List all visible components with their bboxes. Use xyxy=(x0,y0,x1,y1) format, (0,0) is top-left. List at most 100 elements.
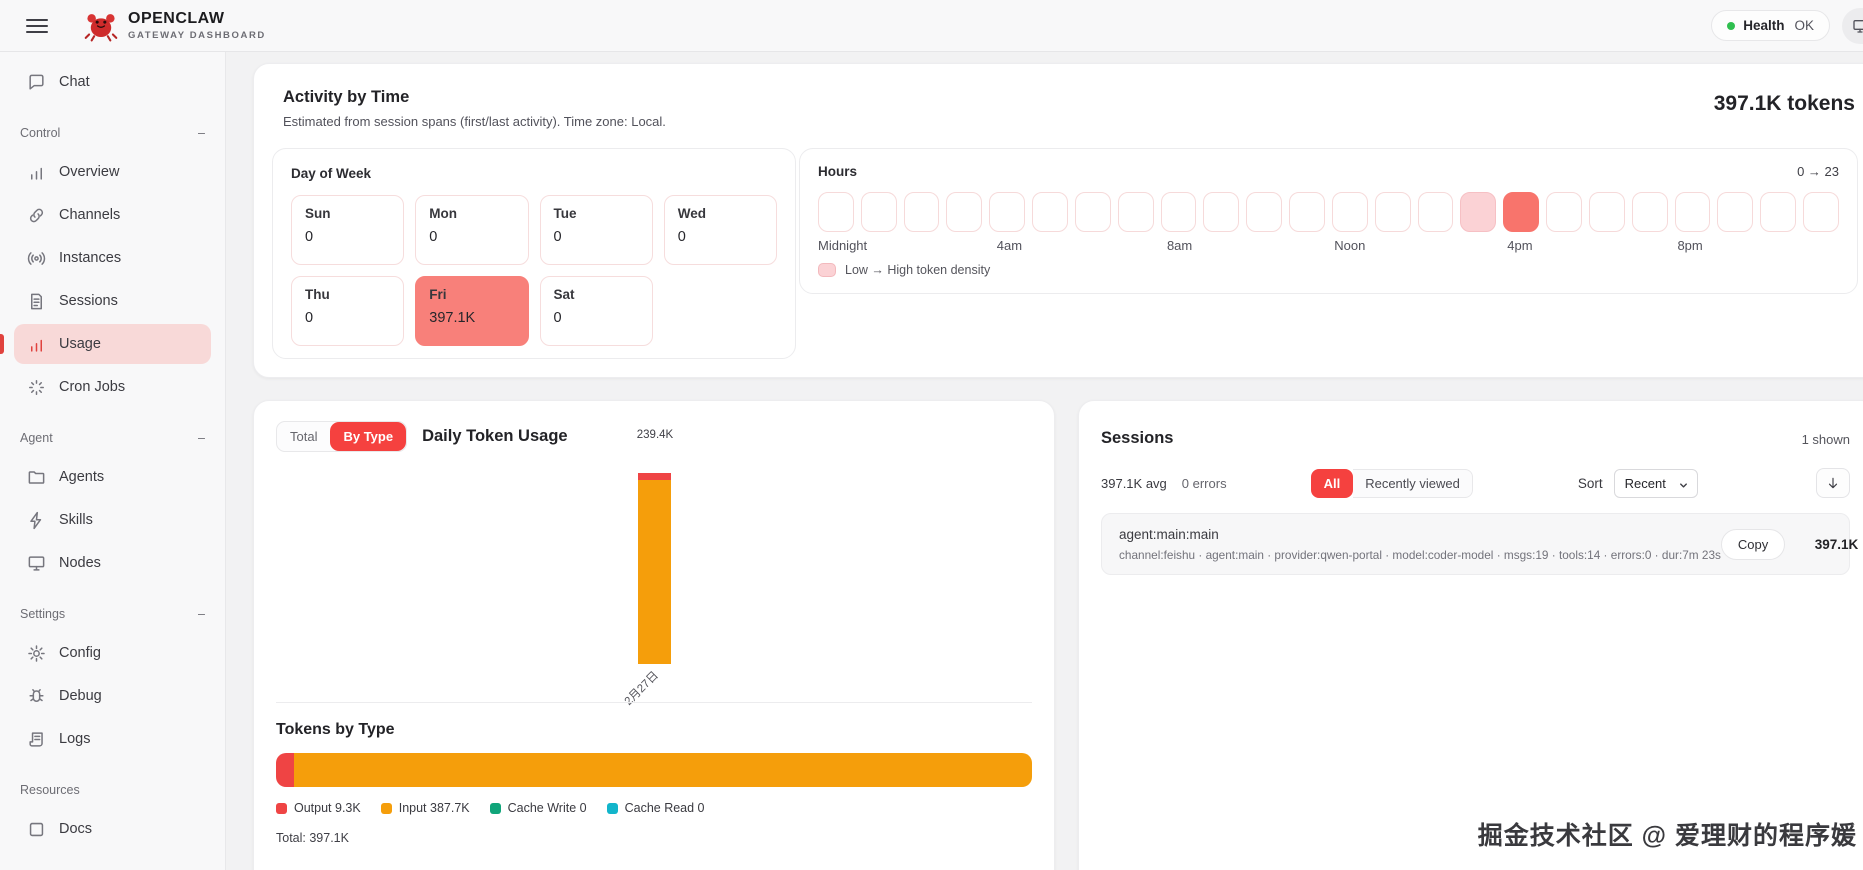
hour-axis-label: 4am xyxy=(996,238,1023,253)
health-badge[interactable]: Health OK xyxy=(1711,10,1830,41)
hour-cell-3 xyxy=(946,192,983,232)
day-cell-thu: Thu 0 xyxy=(291,276,405,346)
day-cell-tue: Tue 0 xyxy=(539,195,653,265)
hours-panel: Hours 0 → 23 Midnight 4am 8am Noon 4pm 8pm Lo… xyxy=(799,148,1858,294)
legend-item-input: Input 387.7K xyxy=(380,801,470,815)
sidebar-item-label: Logs xyxy=(59,731,91,747)
hour-cell-5 xyxy=(1032,192,1068,232)
sort-label: Sort xyxy=(1577,475,1603,491)
copy-button[interactable]: Copy xyxy=(1720,528,1786,560)
session-meta: channel:feishu · agent:main · provider:q… xyxy=(1119,547,1721,562)
toggle-total[interactable]: Total xyxy=(277,422,330,451)
sidebar-item-label: Docs xyxy=(59,821,93,837)
hour-cell-13 xyxy=(1374,192,1411,232)
broadcast-icon xyxy=(26,249,46,268)
sidebar-item-usage[interactable]: Usage xyxy=(0,324,211,364)
theme-switcher xyxy=(1842,7,1863,44)
sidebar-item-label: Config xyxy=(59,645,101,661)
legend-swatch xyxy=(380,802,392,814)
sidebar-item-overview[interactable]: Overview xyxy=(14,152,211,192)
sidebar-item-config[interactable]: Config xyxy=(14,633,211,673)
sidebar-item-label: Sessions xyxy=(59,293,118,309)
tokens-by-type-bar xyxy=(276,753,1032,787)
daily-usage-title: Daily Token Usage xyxy=(422,427,568,445)
scroll-icon xyxy=(26,730,46,749)
daily-usage-chart: 239.4K 2月27日 xyxy=(276,429,1032,708)
day-cell-sun: Sun 0 xyxy=(291,195,405,265)
filter-all[interactable]: All xyxy=(1310,468,1354,498)
stacked-bar[interactable] xyxy=(638,473,671,664)
sidebar-item-label: Overview xyxy=(59,164,120,180)
sidebar-item-debug[interactable]: Debug xyxy=(14,676,211,716)
sidebar-item-instances[interactable]: Instances xyxy=(14,238,211,278)
hour-cell-6 xyxy=(1074,192,1111,232)
divider xyxy=(276,702,1032,703)
tokens-bar-input xyxy=(293,753,1032,787)
sidebar-item-nodes[interactable]: Nodes xyxy=(14,543,211,583)
session-name: agent:main:main xyxy=(1119,526,1219,542)
hour-cell-22 xyxy=(1760,192,1797,232)
app-name: OPENCLAW xyxy=(128,10,225,27)
monitor-icon xyxy=(26,554,46,573)
hour-cell-23 xyxy=(1803,192,1839,232)
sidebar-item-cron-jobs[interactable]: Cron Jobs xyxy=(14,367,211,407)
day-cell-sat: Sat 0 xyxy=(539,276,653,346)
sidebar-section-resources[interactable]: Resources xyxy=(20,783,80,797)
day-cell-mon: Mon 0 xyxy=(415,195,529,265)
output-segment xyxy=(638,473,671,480)
sidebar-section-agent[interactable]: Agent – xyxy=(20,431,205,445)
hour-cell-18 xyxy=(1588,192,1625,232)
sidebar-section-control[interactable]: Control – xyxy=(20,126,205,140)
sidebar-item-label: Skills xyxy=(59,512,93,528)
sessions-filter: All Recently viewed xyxy=(1310,468,1473,498)
sidebar-item-label: Chat xyxy=(59,74,90,90)
hour-cell-7 xyxy=(1117,192,1154,232)
sidebar-item-agents[interactable]: Agents xyxy=(14,457,211,497)
hour-axis-label: 4pm xyxy=(1507,238,1533,253)
sidebar-item-skills[interactable]: Skills xyxy=(14,500,211,540)
folder-icon xyxy=(26,468,46,487)
sort-select[interactable]: Recent xyxy=(1613,468,1698,498)
sessions-shown-count: 1 shown xyxy=(1801,432,1850,447)
day-of-week-grid: Sun 0 Mon 0 Tue 0 Wed 0 Thu 0 Fri 397.1K… xyxy=(291,195,777,346)
arrow-down-icon xyxy=(1828,477,1838,489)
day-cell-fri: Fri 397.1K xyxy=(415,276,529,346)
sidebar-item-channels[interactable]: Channels xyxy=(14,195,211,235)
health-dot-icon xyxy=(1727,21,1736,30)
legend-swatch xyxy=(489,802,501,814)
day-of-week-title: Day of Week xyxy=(291,166,372,181)
hour-cell-1 xyxy=(860,192,897,232)
sidebar-section-settings[interactable]: Settings – xyxy=(20,607,205,621)
hour-cell-16 xyxy=(1503,192,1540,232)
hour-axis-label: Noon xyxy=(1334,238,1366,253)
sessions-card: Sessions 1 shown 397.1K avg 0 errors All… xyxy=(1078,400,1863,870)
filter-recently-viewed[interactable]: Recently viewed xyxy=(1353,468,1473,498)
density-legend-label: Low → High token density xyxy=(845,263,991,277)
menu-icon[interactable] xyxy=(18,7,56,45)
sort-direction-button[interactable] xyxy=(1816,468,1850,498)
input-segment xyxy=(638,480,671,664)
legend-item-cache-read: Cache Read 0 xyxy=(606,801,705,815)
hour-axis-label: Midnight xyxy=(818,238,868,253)
bug-icon xyxy=(26,687,46,706)
chat-icon xyxy=(26,73,46,92)
tokens-total: Total: 397.1K xyxy=(276,831,349,845)
hour-cell-0 xyxy=(818,192,854,232)
hours-axis-labels: Midnight 4am 8am Noon 4pm 8pm xyxy=(818,238,1839,254)
tokens-bar-output xyxy=(276,753,294,787)
sidebar-item-chat[interactable]: Chat xyxy=(14,62,211,102)
session-tokens: 397.1K xyxy=(1814,536,1859,552)
session-item[interactable]: agent:main:main channel:feishu · agent:m… xyxy=(1101,513,1858,575)
monitor-theme-icon[interactable] xyxy=(1846,12,1863,40)
toggle-by-type[interactable]: By Type xyxy=(330,422,407,451)
hour-cell-11 xyxy=(1289,192,1325,232)
hour-cell-8 xyxy=(1160,192,1197,232)
density-legend-swatch xyxy=(818,263,836,277)
sidebar-item-docs[interactable]: Docs xyxy=(14,809,211,849)
legend-swatch xyxy=(276,802,287,814)
daily-usage-card: Total By Type Daily Token Usage 239.4K 2月… xyxy=(253,400,1055,870)
sidebar-item-logs[interactable]: Logs xyxy=(14,719,211,759)
gear-icon xyxy=(26,644,46,663)
sidebar-item-sessions[interactable]: Sessions xyxy=(14,281,211,321)
activity-subtitle: Estimated from session spans (first/last… xyxy=(283,114,666,129)
